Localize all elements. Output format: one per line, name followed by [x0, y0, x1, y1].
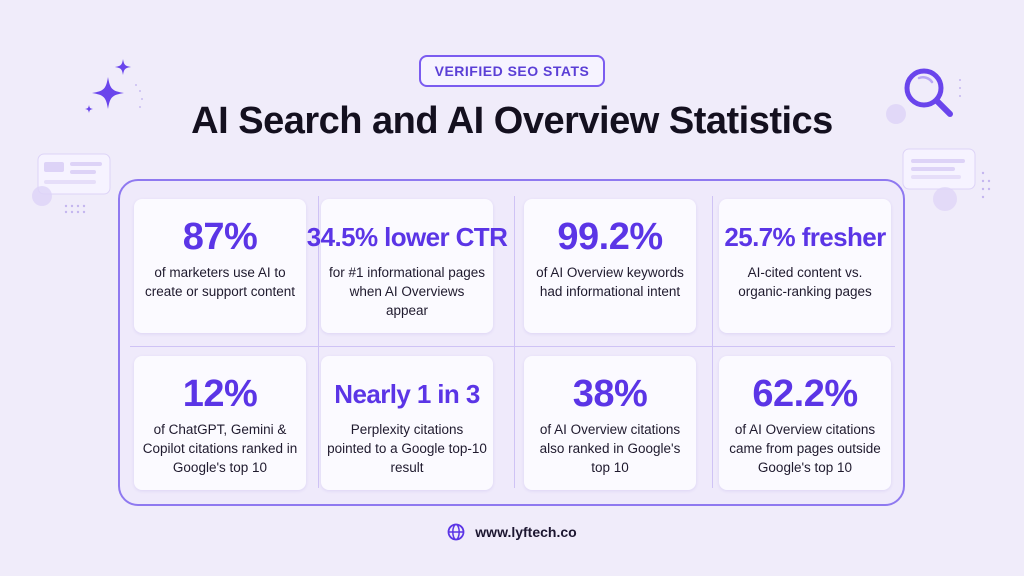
page-title: AI Search and AI Overview Statistics — [191, 100, 833, 142]
grid-divider — [712, 196, 713, 488]
website-link[interactable]: www.lyftech.co — [475, 524, 577, 540]
stat-card: 38% of AI Overview citations also ranked… — [524, 356, 696, 490]
stat-card: 34.5% lower CTR for #1 informational pag… — [307, 199, 508, 333]
stat-description: of AI Overview citations came from pages… — [729, 422, 881, 475]
stat-description: for #1 informational pages when AI Overv… — [328, 265, 486, 318]
stat-value: 87% — [182, 216, 258, 258]
magnifier-icon — [886, 68, 961, 124]
stat-value: 99.2% — [557, 216, 663, 258]
stat-description: of marketers use AI to create or support… — [144, 265, 296, 299]
stat-card: Nearly 1 in 3 Perplexity citations point… — [321, 356, 493, 490]
stat-value: 25.7% fresher — [724, 222, 886, 252]
grid-divider — [318, 196, 319, 488]
footer: www.lyftech.co — [0, 523, 1024, 541]
verified-badge: VERIFIED SEO STATS — [419, 55, 605, 87]
document-card-icon — [32, 153, 111, 214]
stat-value: 34.5% lower CTR — [306, 222, 508, 252]
stat-card: 99.2% of AI Overview keywords had inform… — [524, 199, 696, 333]
stat-description: of AI Overview keywords had informationa… — [536, 265, 684, 299]
stat-card: 25.7% fresher AI-cited content vs. organ… — [719, 199, 891, 333]
stat-description: AI-cited content vs. organic-ranking pag… — [738, 265, 872, 299]
stat-value: 62.2% — [752, 373, 858, 415]
stat-card: 62.2% of AI Overview citations came from… — [719, 356, 891, 490]
stat-value: Nearly 1 in 3 — [334, 379, 480, 409]
stat-card: 12% of ChatGPT, Gemini & Copilot citatio… — [134, 356, 306, 490]
stat-description: Perplexity citations pointed to a Google… — [327, 422, 487, 475]
stat-description: of ChatGPT, Gemini & Copilot citations r… — [142, 422, 298, 475]
stat-value: 12% — [182, 373, 258, 415]
stat-description: of AI Overview citations also ranked in … — [539, 422, 681, 475]
stat-value: 38% — [572, 373, 648, 415]
sparkle-icon — [85, 59, 143, 113]
stat-card: 87% of marketers use AI to create or sup… — [134, 199, 306, 333]
globe-icon — [447, 523, 465, 541]
grid-divider — [130, 346, 895, 347]
document-card-icon — [902, 148, 991, 211]
grid-divider — [514, 196, 515, 488]
